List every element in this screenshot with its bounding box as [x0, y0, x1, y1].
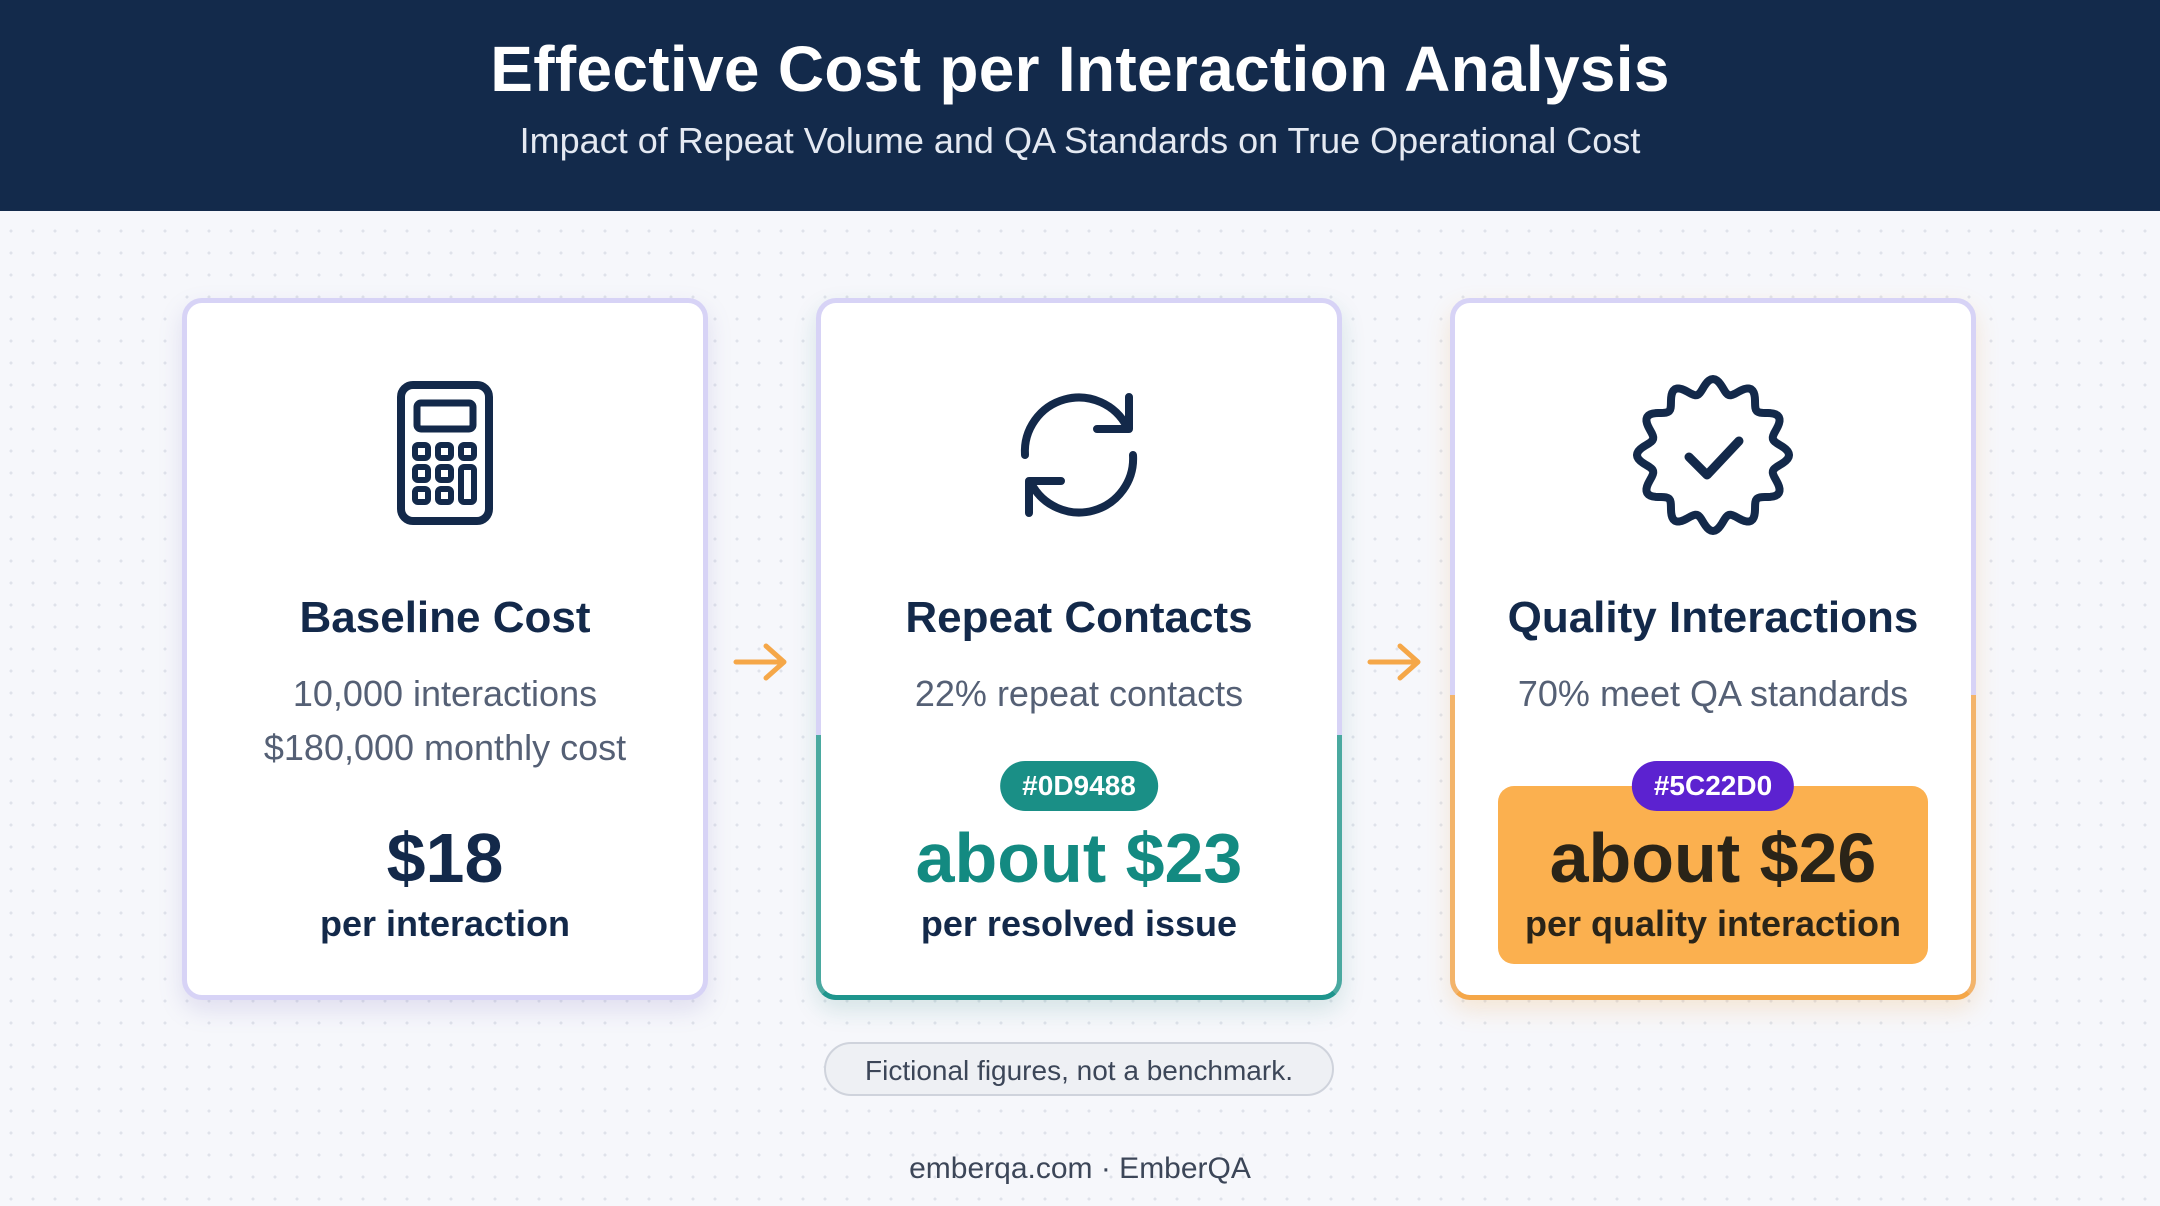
card-unit: per quality interaction [1524, 903, 1902, 944]
card-value: about $26 [1549, 819, 1877, 897]
card-description: 22% repeat contacts [914, 673, 1244, 714]
card-title: Baseline Cost [299, 593, 591, 642]
card-baseline-cost: Baseline Cost 10,000 interactions $180,0… [182, 298, 708, 1000]
card-unit: per resolved issue [920, 903, 1238, 944]
card-title: Repeat Contacts [905, 593, 1253, 642]
footer-credit: emberqa.com · EmberQA [909, 1152, 1251, 1185]
card-value: $18 [386, 819, 504, 897]
card-quality-interactions: Quality Interactions 70% meet QA standar… [1450, 298, 1976, 1000]
card-repeat-contacts: Repeat Contacts 22% repeat contacts #0D9… [816, 298, 1342, 1000]
calculator-icon [397, 381, 493, 525]
disclaimer-note: Fictional figures, not a benchmark. [824, 1042, 1334, 1096]
arrow-right-icon [733, 643, 787, 681]
card-description: 70% meet QA standards [1517, 673, 1909, 714]
highlight-box [1498, 786, 1928, 964]
card-description: 10,000 interactions [292, 673, 598, 714]
card-title: Quality Interactions [1507, 593, 1919, 642]
page-subtitle: Impact of Repeat Volume and QA Standards… [519, 120, 1641, 161]
card-description: $180,000 monthly cost [263, 727, 627, 768]
verified-badge-icon [1633, 375, 1793, 535]
refresh-icon [1020, 393, 1138, 517]
card-value: about $23 [915, 819, 1243, 897]
header-banner: Effective Cost per Interaction Analysis … [0, 0, 2160, 211]
card-unit: per interaction [319, 903, 571, 944]
arrow-right-icon [1367, 643, 1421, 681]
color-badge: #0D9488 [1000, 761, 1158, 811]
color-badge: #5C22D0 [1631, 761, 1795, 811]
page-title: Effective Cost per Interaction Analysis [490, 33, 1670, 105]
